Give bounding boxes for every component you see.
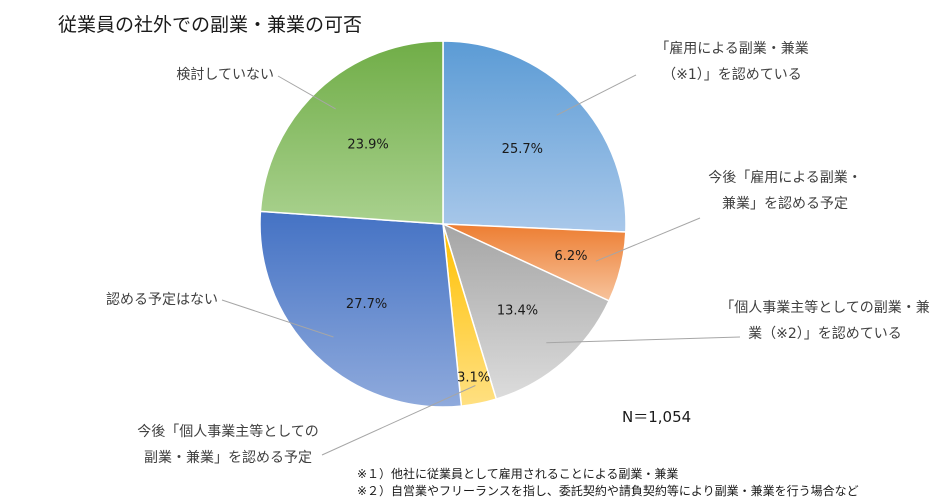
slice-value-label: 3.1%: [457, 371, 490, 386]
sample-size-label: N＝1,054: [622, 408, 691, 426]
slice-category-label: 今後「雇用による副業・兼業」を認める予定: [708, 169, 862, 212]
slice-category-label: 認める予定はない: [106, 292, 218, 308]
pie-slice: [259, 210, 463, 408]
slice-value-label: 23.9%: [347, 138, 388, 153]
chart-title: 従業員の社外での副業・兼業の可否: [58, 14, 362, 36]
leader-line: [546, 336, 741, 344]
leader-lines: [221, 74, 741, 456]
slice-category-label: 「雇用による副業・兼業（※1）」を認めている: [655, 40, 809, 83]
slice-value-label: 27.7%: [346, 297, 387, 312]
pie-slice: [441, 222, 611, 401]
leader-line: [556, 74, 637, 116]
leader-line: [221, 299, 334, 338]
leader-line: [277, 75, 336, 110]
slice-category-label: 今後「個人事業主等としての副業・兼業」を認める予定: [137, 423, 319, 466]
leader-line: [321, 385, 476, 456]
slice-value-label: 13.4%: [497, 304, 538, 319]
category-labels: 「雇用による副業・兼業（※1）」を認めている今後「雇用による副業・兼業」を認める…: [106, 40, 930, 466]
slice-value-label: 25.7%: [502, 142, 543, 157]
pie-slices: [259, 40, 627, 408]
pie-slice: [442, 40, 627, 233]
pie-slice: [259, 40, 444, 225]
value-labels: 25.7% 6.2% 13.4% 3.1% 27.7% 23.9%: [346, 138, 588, 386]
footnote-1: ※１）他社に従業員として雇用されることによる副業・兼業: [357, 466, 678, 481]
slice-category-label: 検討していない: [176, 67, 274, 83]
slice-category-label: 「個人事業主等としての副業・兼業（※2）」を認めている: [720, 299, 930, 342]
slice-value-label: 6.2%: [555, 249, 588, 264]
footnote-2: ※２）自営業やフリーランスを指し、委託契約や請負契約等により副業・兼業を行う場合…: [357, 483, 859, 498]
leader-line: [595, 217, 701, 262]
